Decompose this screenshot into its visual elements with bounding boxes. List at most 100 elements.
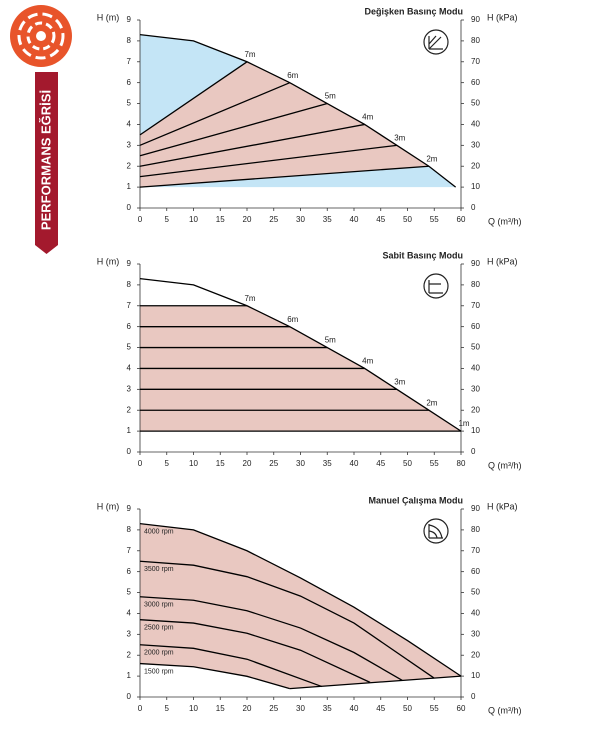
- x-tick-label: 35: [323, 704, 332, 713]
- x-tick-label: 30: [296, 215, 305, 224]
- y-tick-label: 8: [127, 36, 132, 45]
- series-label: 4000 rpm: [144, 528, 174, 535]
- series-label: 3m: [394, 133, 405, 142]
- y-tick-label: 4: [127, 120, 132, 129]
- y2-tick-label: 0: [471, 692, 476, 701]
- x-tick-label: 55: [430, 459, 439, 468]
- series-label: 4m: [362, 357, 373, 366]
- y2-tick-label: 50: [471, 343, 480, 352]
- y-tick-label: 3: [127, 140, 132, 149]
- y-tick-label: 1: [127, 671, 132, 680]
- y-tick-label: 5: [127, 343, 132, 352]
- x-tick-label: 50: [403, 704, 412, 713]
- y2-tick-label: 0: [471, 203, 476, 212]
- y-tick-label: 7: [127, 57, 132, 66]
- x-tick-label: 45: [376, 704, 385, 713]
- y2-tick-label: 50: [471, 99, 480, 108]
- series-label: 2m: [426, 398, 437, 407]
- y2-tick-label: 10: [471, 671, 480, 680]
- series-label: 5m: [325, 92, 336, 101]
- logo: [10, 5, 72, 254]
- y2-tick-label: 70: [471, 301, 480, 310]
- x-tick-label: 40: [350, 215, 359, 224]
- series-line: [139, 165, 429, 188]
- y2-tick-label: 30: [471, 140, 480, 149]
- series-label: 2000 rpm: [144, 650, 174, 657]
- x-tick-label: 10: [189, 459, 198, 468]
- y2-tick-label: 40: [471, 120, 480, 129]
- series-label: 2m: [426, 154, 437, 163]
- y2-tick-label: 60: [471, 567, 480, 576]
- y-tick-label: 8: [127, 280, 132, 289]
- series-line: [139, 619, 371, 683]
- x-tick-label: 25: [269, 215, 278, 224]
- series-line: [139, 82, 291, 146]
- series-label: 3m: [394, 377, 405, 386]
- y-tick-label: 2: [127, 161, 132, 170]
- series-label: 1m: [458, 419, 469, 428]
- x-tick-label: 5: [165, 459, 170, 468]
- y2-tick-label: 30: [471, 629, 480, 638]
- y2-tick-label: 0: [471, 447, 476, 456]
- y2-tick-label: 50: [471, 588, 480, 597]
- y-tick-label: 6: [127, 78, 132, 87]
- series-label: 3000 rpm: [144, 602, 174, 609]
- series-label: 4m: [362, 113, 373, 122]
- x-tick-label: 80: [457, 459, 466, 468]
- x-tick-label: 55: [430, 704, 439, 713]
- y2-tick-label: 70: [471, 546, 480, 555]
- y-tick-label: 3: [127, 629, 132, 638]
- y-tick-label: 4: [127, 364, 132, 373]
- series-label: 6m: [287, 315, 298, 324]
- x-tick-label: 20: [243, 704, 252, 713]
- x-tick-label: 25: [269, 704, 278, 713]
- y-tick-label: 8: [127, 525, 132, 534]
- x-tick-label: 5: [165, 704, 170, 713]
- y2-tick-label: 80: [471, 36, 480, 45]
- x-tick-label: 5: [165, 215, 170, 224]
- y2-axis-label: H (kPa): [487, 256, 518, 266]
- y2-axis-label: H (kPa): [487, 501, 518, 511]
- series-label: 3500 rpm: [144, 566, 174, 573]
- y-tick-label: 4: [127, 609, 132, 618]
- y2-tick-label: 80: [471, 525, 480, 534]
- series-label: 1500 rpm: [144, 668, 174, 675]
- series-line: [139, 102, 328, 157]
- y-tick-label: 1: [127, 426, 132, 435]
- y2-tick-label: 40: [471, 364, 480, 373]
- x-tick-label: 0: [138, 459, 143, 468]
- y-tick-label: 7: [127, 301, 132, 310]
- y2-tick-label: 60: [471, 322, 480, 331]
- series-line: [139, 522, 462, 677]
- x-tick-label: 25: [269, 459, 278, 468]
- y2-tick-label: 70: [471, 57, 480, 66]
- x-tick-label: 20: [243, 459, 252, 468]
- y-tick-label: 9: [127, 15, 132, 24]
- series-label: 7m: [244, 50, 255, 59]
- x-axis-label: Q (m³/h): [488, 705, 522, 715]
- x-tick-label: 20: [243, 215, 252, 224]
- series-line: [139, 61, 248, 136]
- series-label: 6m: [287, 71, 298, 80]
- y2-tick-label: 90: [471, 15, 480, 24]
- y-tick-label: 6: [127, 567, 132, 576]
- y-tick-label: 5: [127, 588, 132, 597]
- y2-tick-label: 20: [471, 650, 480, 659]
- x-tick-label: 60: [457, 704, 466, 713]
- x-tick-label: 30: [296, 459, 305, 468]
- x-tick-label: 10: [189, 704, 198, 713]
- y-tick-label: 0: [127, 692, 132, 701]
- x-tick-label: 30: [296, 704, 305, 713]
- series-line: [139, 123, 365, 167]
- y2-tick-label: 20: [471, 161, 480, 170]
- y2-tick-label: 90: [471, 504, 480, 513]
- y-tick-label: 9: [127, 504, 132, 513]
- y2-tick-label: 10: [471, 426, 480, 435]
- x-axis-label: Q (m³/h): [488, 216, 522, 226]
- y2-tick-label: 10: [471, 182, 480, 191]
- y2-tick-label: 30: [471, 384, 480, 393]
- y-tick-label: 7: [127, 546, 132, 555]
- y2-axis-label: H (kPa): [487, 12, 518, 22]
- x-tick-label: 50: [403, 215, 412, 224]
- series-label: 7m: [244, 294, 255, 303]
